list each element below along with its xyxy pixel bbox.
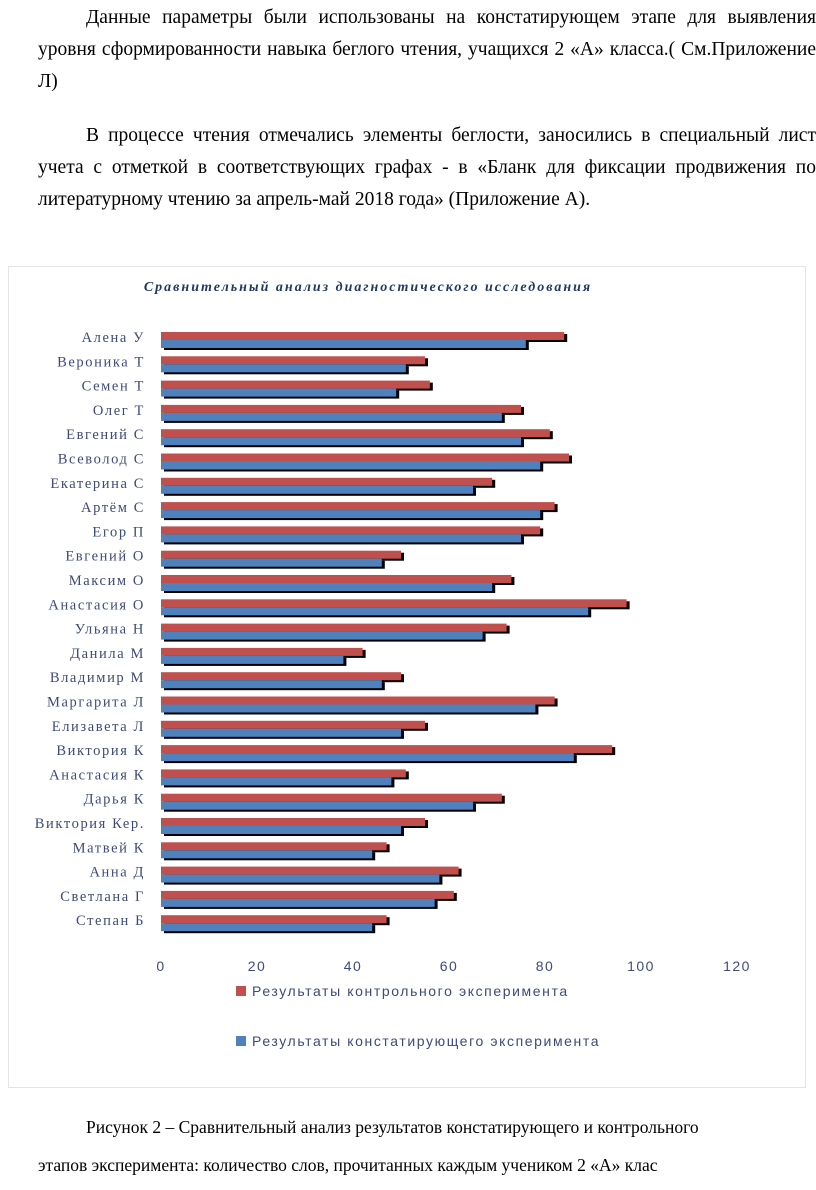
bar-constatation — [161, 728, 401, 737]
process-paragraph-text: В процессе чтения отмечались элементы бе… — [38, 125, 816, 210]
bar-constatation — [161, 388, 397, 397]
category-label: Виктория Кер. — [35, 816, 145, 832]
bar-constatation — [161, 607, 589, 616]
bar-constatation — [161, 923, 373, 932]
category-label: Максим О — [69, 573, 145, 589]
category-label: Ульяна Н — [75, 622, 145, 638]
category-label: Владимир М — [50, 670, 145, 686]
category-label: Светлана Г — [60, 889, 145, 905]
category-label: Анастасия О — [48, 597, 145, 613]
figure-caption-line1: Рисунок 2 – Сравнительный анализ результ… — [86, 1117, 699, 1137]
bar-control — [161, 818, 425, 826]
bar-constatation — [161, 437, 521, 446]
bar-control — [161, 550, 401, 559]
figure-caption-line2: этапов эксперимента: количество слов, пр… — [38, 1155, 658, 1175]
x-tick-label: 0 — [156, 958, 165, 974]
bar-control — [161, 526, 541, 535]
bar-constatation — [161, 655, 344, 664]
bar-constatation — [161, 850, 373, 859]
bar-control — [161, 502, 555, 511]
bar-control — [161, 696, 555, 705]
bar-control — [161, 453, 569, 462]
bar-control — [161, 623, 507, 632]
bar-control — [161, 477, 493, 486]
category-label: Семен Т — [82, 379, 145, 395]
intro-paragraph: Данные параметры были использованы на ко… — [38, 2, 816, 98]
bar-constatation — [161, 898, 435, 907]
bar-control — [161, 429, 550, 438]
intro-paragraph-text: Данные параметры были использованы на ко… — [38, 7, 816, 92]
x-tick-label: 20 — [248, 958, 267, 974]
category-label: Артём С — [81, 500, 145, 516]
x-tick-label: 60 — [440, 958, 459, 974]
bar-control — [161, 866, 459, 875]
bar-constatation — [161, 485, 473, 494]
legend-item-control: Результаты контрольного эксперимента — [236, 983, 569, 999]
bar-control — [161, 890, 454, 899]
category-label: Данила М — [70, 646, 145, 662]
bar-constatation — [161, 680, 382, 689]
process-paragraph: В процессе чтения отмечались элементы бе… — [38, 120, 816, 216]
bar-control — [161, 720, 425, 729]
category-label: Евгений О — [65, 549, 145, 565]
legend-swatch-constatation — [236, 1036, 246, 1046]
category-label: Елизавета Л — [52, 719, 145, 735]
category-label: Егор П — [92, 524, 145, 540]
bar-control — [161, 647, 363, 656]
legend-item-constatation: Результаты констатирующего эксперимента — [236, 1033, 600, 1049]
x-tick-label: 80 — [536, 958, 555, 974]
category-label: Маргарита Л — [47, 695, 145, 711]
bar-constatation — [161, 704, 536, 713]
bar-constatation — [161, 412, 502, 421]
bar-control — [161, 380, 430, 389]
bar-control — [161, 332, 565, 340]
bar-control — [161, 842, 387, 851]
category-label: Евгений С — [66, 427, 145, 443]
category-label: Анастасия К — [49, 767, 145, 783]
bar-constatation — [161, 777, 392, 786]
chart-area — [8, 266, 806, 1088]
category-label: Анна Д — [89, 865, 145, 881]
bar-constatation — [161, 558, 382, 567]
x-tick-label: 40 — [344, 958, 363, 974]
bar-constatation — [161, 874, 440, 883]
bar-constatation — [161, 364, 406, 373]
chart-title: Сравнительный анализ диагностического ис… — [143, 280, 593, 295]
legend-label-control: Результаты контрольного эксперимента — [252, 983, 569, 999]
bar-control — [161, 672, 401, 681]
bar-constatation — [161, 631, 483, 640]
bar-constatation — [161, 753, 574, 762]
bar-control — [161, 769, 406, 778]
bar-control — [161, 575, 512, 583]
bar-control — [161, 356, 425, 365]
bar-control — [161, 404, 521, 413]
bar-constatation — [161, 583, 493, 591]
legend-label-constatation: Результаты констатирующего эксперимента — [252, 1033, 601, 1049]
bar-constatation — [161, 461, 541, 470]
bar-constatation — [161, 801, 473, 810]
bar-constatation — [161, 826, 401, 834]
x-tick-label: 100 — [627, 958, 655, 974]
category-label: Виктория К — [56, 743, 145, 759]
bar-constatation — [161, 510, 541, 519]
category-label: Степан Б — [76, 913, 145, 929]
category-label: Олег Т — [93, 403, 145, 419]
category-label: Алена У — [82, 330, 145, 346]
x-tick-label: 120 — [723, 958, 751, 974]
category-label: Всеволод С — [58, 452, 145, 468]
category-label: Екатерина С — [50, 476, 145, 492]
category-label: Вероника Т — [57, 354, 145, 370]
bar-control — [161, 745, 613, 754]
bar-control — [161, 599, 627, 608]
category-label: Матвей К — [73, 840, 145, 856]
bar-control — [161, 915, 387, 924]
bar-constatation — [161, 534, 521, 543]
bar-control — [161, 793, 502, 802]
legend-swatch-control — [236, 986, 246, 996]
bar-constatation — [161, 340, 526, 348]
category-label: Дарья К — [84, 792, 145, 808]
